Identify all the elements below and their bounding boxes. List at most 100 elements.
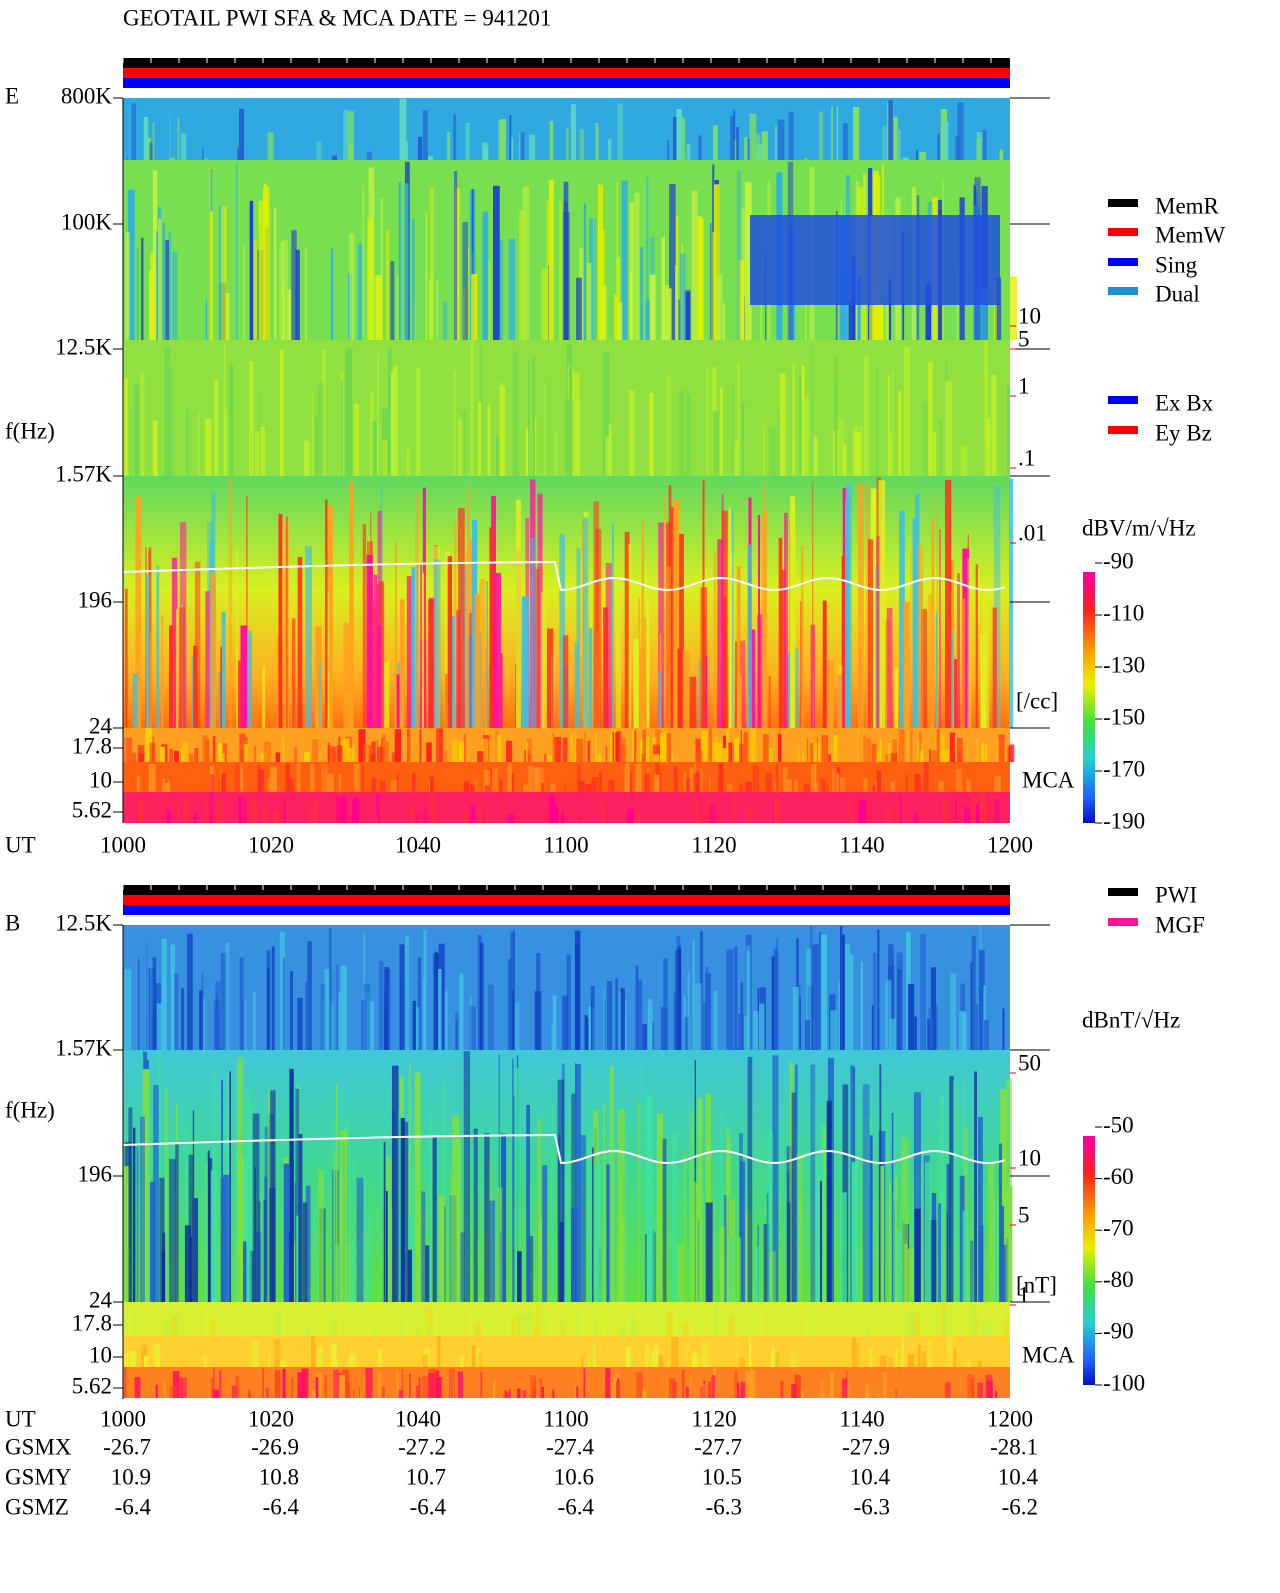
streak [711, 1375, 716, 1398]
streak [474, 593, 480, 728]
y-tick-label: 1.57K [55, 1035, 112, 1060]
streak [210, 1377, 214, 1398]
streak [148, 968, 156, 1050]
streak [270, 1090, 276, 1302]
streak [513, 1094, 515, 1302]
streak [620, 988, 625, 1050]
streak [937, 1203, 942, 1302]
streak [483, 738, 489, 762]
streak [487, 402, 491, 476]
streak [899, 793, 902, 823]
streak [315, 626, 322, 728]
streak [938, 781, 944, 792]
streak [641, 521, 644, 728]
streak [895, 1388, 898, 1398]
streak [239, 763, 243, 792]
streak [491, 649, 497, 728]
streak [283, 1163, 290, 1302]
streak [394, 729, 402, 762]
streak [898, 391, 902, 476]
colorbar-label: -80 [1103, 1267, 1134, 1292]
streak [633, 638, 639, 728]
streak [975, 803, 979, 823]
streak [717, 539, 724, 728]
streak [527, 1236, 534, 1302]
streak [699, 768, 703, 792]
streak [471, 188, 474, 340]
streak [263, 804, 268, 823]
mode-bar [123, 68, 1010, 78]
streak [743, 733, 749, 762]
streak [156, 231, 159, 340]
streak [172, 251, 178, 340]
streak [563, 181, 569, 340]
streak [787, 1202, 791, 1302]
mode-bar [123, 895, 1010, 905]
streak [376, 739, 378, 762]
y-tick-label: 17.8 [72, 733, 112, 758]
streak [544, 1314, 547, 1336]
streak [124, 1352, 129, 1367]
streak [363, 983, 371, 1050]
streak [591, 776, 599, 792]
streak [305, 981, 311, 1050]
streak [895, 1229, 902, 1302]
streak [857, 275, 861, 340]
streak [219, 1370, 222, 1398]
streak [563, 635, 569, 728]
streak [396, 773, 399, 792]
streak [612, 522, 614, 728]
streak [888, 279, 892, 340]
y-tick-label: 24 [89, 713, 113, 738]
streak [220, 646, 222, 728]
streak [820, 934, 828, 1050]
streak [182, 1318, 184, 1336]
streak [165, 240, 170, 340]
streak [266, 950, 271, 1050]
streak [369, 391, 374, 476]
streak [461, 411, 467, 476]
streak [867, 539, 874, 728]
legend-swatch [1108, 396, 1138, 404]
streak [771, 1347, 776, 1367]
streak [837, 418, 845, 476]
streak [266, 1387, 269, 1398]
streak [615, 978, 618, 1050]
streak [297, 1372, 305, 1398]
streak [970, 1305, 977, 1336]
streak [157, 219, 162, 340]
streak [123, 378, 128, 476]
streak [168, 625, 174, 728]
streak [838, 981, 841, 1050]
streak [712, 410, 719, 476]
streak [908, 983, 915, 1050]
streak [887, 743, 891, 762]
streak [221, 611, 226, 728]
streak [692, 1181, 699, 1302]
streak [407, 1249, 412, 1302]
streak [433, 953, 440, 1050]
streak [421, 1191, 426, 1302]
streak [980, 287, 988, 340]
streak [382, 439, 388, 476]
streak [983, 1019, 989, 1050]
streak [199, 1311, 202, 1336]
streak [552, 733, 555, 762]
streak [626, 1346, 632, 1367]
streak [562, 995, 568, 1050]
streak [412, 772, 416, 792]
streak [329, 1319, 337, 1336]
colorbar [1083, 1136, 1095, 1385]
streak [728, 507, 732, 728]
streak [334, 1317, 339, 1336]
streak [275, 752, 280, 762]
streak [637, 1101, 640, 1302]
streak [538, 1219, 542, 1302]
streak [473, 1128, 478, 1302]
streak [268, 1353, 271, 1367]
streak [400, 599, 405, 728]
streak [801, 366, 805, 476]
streak [428, 599, 434, 728]
streak [399, 944, 405, 1050]
streak [984, 340, 988, 476]
